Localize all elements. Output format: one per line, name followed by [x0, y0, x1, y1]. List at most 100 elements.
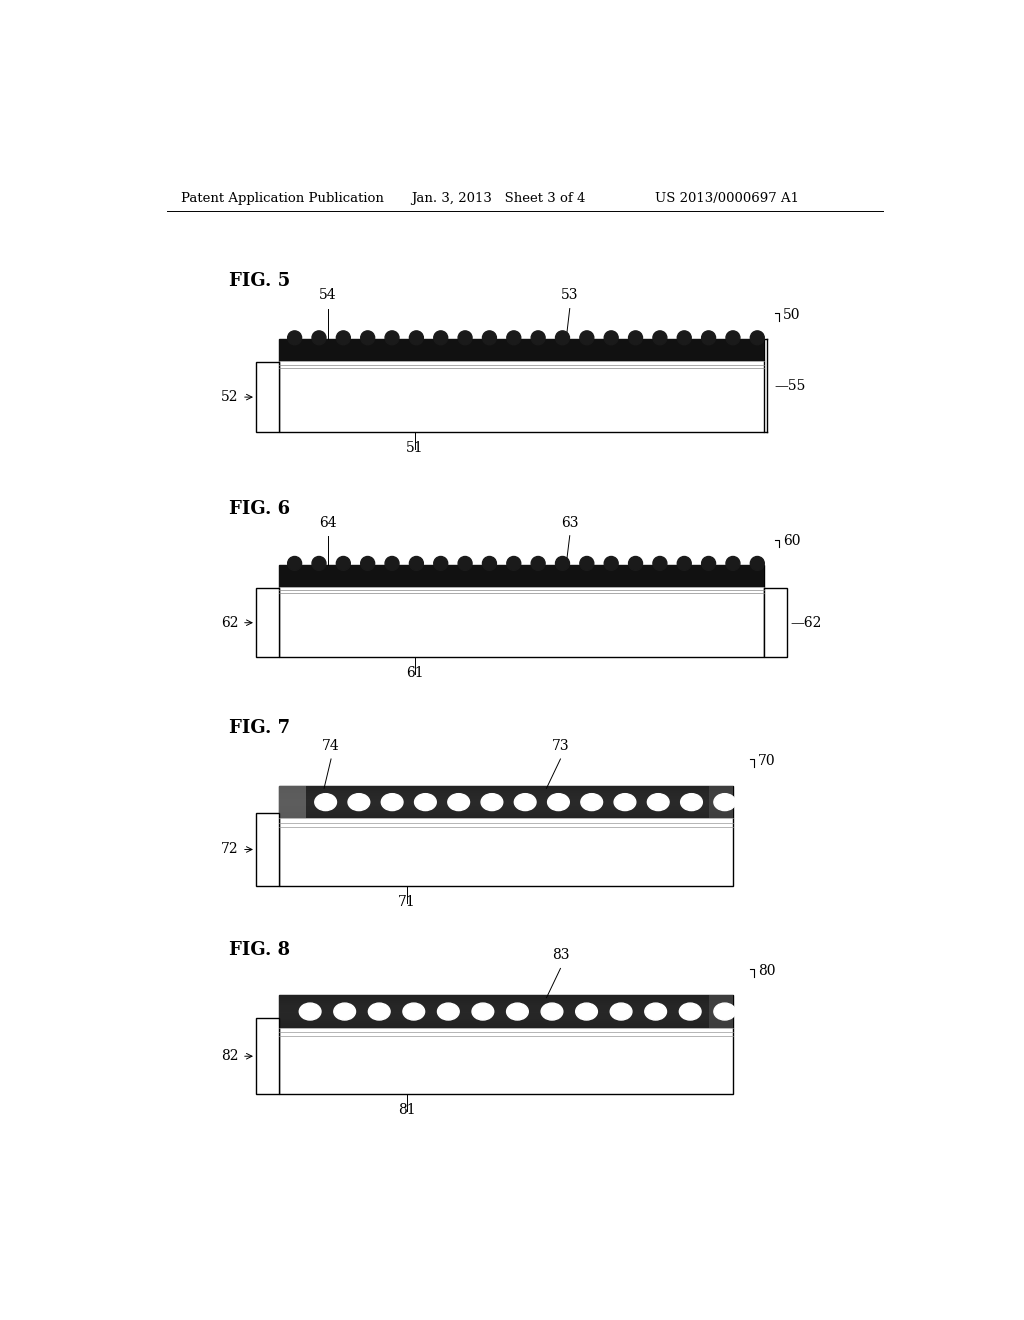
Ellipse shape — [548, 793, 569, 810]
Circle shape — [531, 557, 545, 570]
Ellipse shape — [647, 793, 669, 810]
Text: 60: 60 — [783, 535, 801, 548]
Text: 81: 81 — [398, 1104, 416, 1117]
Circle shape — [604, 331, 618, 345]
Text: 73: 73 — [552, 739, 569, 752]
Bar — [280, 565, 764, 657]
Text: 82: 82 — [221, 1049, 239, 1063]
Ellipse shape — [645, 1003, 667, 1020]
Circle shape — [701, 331, 716, 345]
Text: 64: 64 — [319, 516, 337, 529]
Text: 52: 52 — [221, 391, 239, 404]
Text: 50: 50 — [783, 308, 801, 322]
Bar — [280, 785, 732, 886]
Circle shape — [410, 331, 423, 345]
Text: Patent Application Publication: Patent Application Publication — [180, 191, 384, 205]
Text: 74: 74 — [323, 739, 340, 752]
Ellipse shape — [681, 793, 702, 810]
Bar — [280, 565, 764, 586]
Circle shape — [677, 331, 691, 345]
Text: Jan. 3, 2013   Sheet 3 of 4: Jan. 3, 2013 Sheet 3 of 4 — [411, 191, 586, 205]
Text: 54: 54 — [319, 288, 337, 302]
Circle shape — [434, 331, 447, 345]
Ellipse shape — [402, 1003, 425, 1020]
Circle shape — [507, 331, 521, 345]
Text: 61: 61 — [406, 667, 424, 681]
Circle shape — [580, 331, 594, 345]
Ellipse shape — [334, 1003, 355, 1020]
Circle shape — [555, 557, 569, 570]
Text: FIG. 7: FIG. 7 — [228, 719, 290, 737]
Text: 53: 53 — [561, 288, 579, 302]
Circle shape — [604, 557, 618, 570]
Ellipse shape — [614, 793, 636, 810]
Circle shape — [580, 557, 594, 570]
Circle shape — [653, 331, 667, 345]
Ellipse shape — [381, 793, 403, 810]
Bar — [280, 995, 732, 1028]
Text: 83: 83 — [552, 948, 569, 962]
Text: 62: 62 — [221, 615, 239, 630]
Circle shape — [360, 331, 375, 345]
Text: —55: —55 — [774, 379, 806, 392]
Ellipse shape — [481, 793, 503, 810]
Bar — [280, 995, 732, 1094]
Circle shape — [336, 557, 350, 570]
Circle shape — [458, 331, 472, 345]
Bar — [764, 589, 786, 657]
Ellipse shape — [437, 1003, 459, 1020]
Text: US 2013/0000697 A1: US 2013/0000697 A1 — [655, 191, 799, 205]
Bar — [256, 1019, 280, 1094]
Text: FIG. 8: FIG. 8 — [228, 941, 290, 960]
Ellipse shape — [514, 793, 536, 810]
Circle shape — [434, 557, 447, 570]
Circle shape — [629, 331, 642, 345]
Ellipse shape — [299, 1003, 321, 1020]
Bar — [280, 785, 306, 818]
Ellipse shape — [415, 793, 436, 810]
Circle shape — [336, 331, 350, 345]
Circle shape — [312, 557, 326, 570]
Ellipse shape — [610, 1003, 632, 1020]
Circle shape — [360, 557, 375, 570]
Text: FIG. 6: FIG. 6 — [228, 499, 290, 517]
Circle shape — [312, 331, 326, 345]
Bar — [280, 339, 764, 432]
Ellipse shape — [714, 1003, 735, 1020]
Circle shape — [677, 557, 691, 570]
Ellipse shape — [507, 1003, 528, 1020]
Bar — [256, 589, 280, 657]
Text: 72: 72 — [221, 842, 239, 857]
Ellipse shape — [369, 1003, 390, 1020]
Text: —62: —62 — [791, 615, 822, 630]
Circle shape — [507, 557, 521, 570]
Circle shape — [653, 557, 667, 570]
Circle shape — [531, 331, 545, 345]
Circle shape — [288, 331, 302, 345]
Circle shape — [288, 557, 302, 570]
Ellipse shape — [714, 793, 735, 810]
Circle shape — [726, 557, 740, 570]
Circle shape — [629, 557, 642, 570]
Circle shape — [751, 331, 764, 345]
Text: 70: 70 — [758, 754, 776, 767]
Ellipse shape — [314, 793, 337, 810]
Bar — [256, 363, 280, 432]
Text: 63: 63 — [561, 516, 579, 529]
Circle shape — [751, 557, 764, 570]
Text: 71: 71 — [398, 895, 416, 909]
Ellipse shape — [679, 1003, 701, 1020]
Text: FIG. 5: FIG. 5 — [228, 272, 290, 290]
Circle shape — [482, 557, 497, 570]
Circle shape — [385, 331, 399, 345]
Ellipse shape — [348, 793, 370, 810]
Circle shape — [701, 557, 716, 570]
Circle shape — [458, 557, 472, 570]
Circle shape — [410, 557, 423, 570]
Ellipse shape — [447, 793, 470, 810]
Circle shape — [482, 331, 497, 345]
Circle shape — [385, 557, 399, 570]
Ellipse shape — [575, 1003, 597, 1020]
Ellipse shape — [541, 1003, 563, 1020]
Bar — [280, 339, 764, 360]
